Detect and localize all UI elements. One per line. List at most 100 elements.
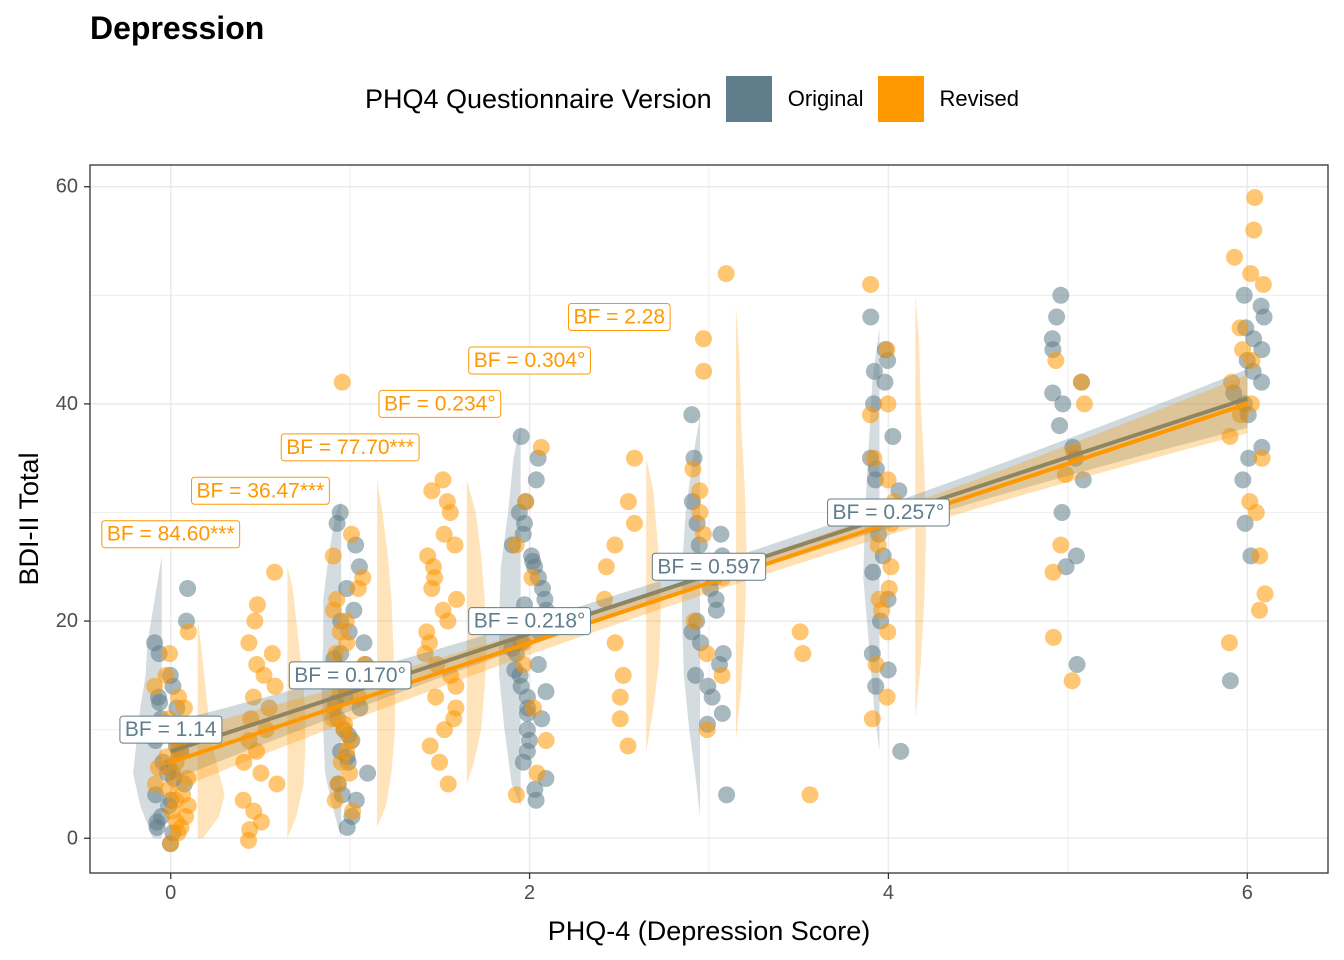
violin-original [863, 327, 880, 752]
point-revised [248, 596, 266, 614]
point-revised [517, 493, 535, 511]
point-revised [865, 449, 883, 467]
point-revised [245, 802, 263, 820]
bf-label-original: BF = 0.257° [827, 498, 950, 527]
point-original [892, 742, 910, 760]
point-revised [1075, 395, 1093, 413]
x-tick-label: 0 [165, 882, 176, 904]
point-revised [695, 330, 713, 348]
point-revised [869, 536, 887, 554]
point-revised [337, 612, 355, 630]
point-revised [240, 634, 258, 652]
point-revised [717, 265, 735, 283]
point-revised [179, 623, 197, 641]
point-revised [606, 634, 624, 652]
point-original [537, 683, 555, 701]
point-revised [691, 503, 709, 521]
point-revised [1044, 563, 1062, 581]
point-original [146, 634, 164, 652]
point-revised [327, 645, 345, 663]
legend: PHQ4 Questionnaire Version Original Revi… [365, 75, 1033, 123]
point-revised [157, 666, 175, 684]
point-original [712, 525, 730, 543]
point-original [1052, 286, 1070, 304]
point-revised [1231, 319, 1249, 337]
point-revised [879, 471, 897, 489]
point-revised [698, 721, 716, 739]
point-original [1053, 503, 1071, 521]
bf-label-revised: BF = 2.28 [567, 303, 671, 332]
bf-label-box [468, 607, 591, 636]
bf-label-text: BF = 0.257° [833, 501, 945, 524]
point-revised [235, 753, 253, 771]
point-revised [434, 471, 452, 489]
point-revised [252, 764, 270, 782]
y-tick-label: 60 [56, 176, 78, 198]
point-revised [146, 677, 164, 695]
point-revised [537, 732, 555, 750]
point-revised [862, 275, 880, 293]
point-revised [421, 737, 439, 755]
point-original [1067, 547, 1085, 565]
bf-labels: BF = 1.14 BF = 0.170° BF = 0.218° BF = 0.59… [101, 303, 950, 744]
legend-key-original [725, 76, 772, 122]
point-revised [870, 590, 888, 608]
point-revised [1047, 351, 1065, 369]
bf-label-box [288, 661, 412, 690]
point-revised [1246, 189, 1264, 207]
point-original [151, 694, 169, 712]
bf-label-original: BF = 1.14 [119, 715, 223, 744]
point-revised [528, 764, 546, 782]
bf-label-box [468, 346, 591, 375]
point-revised [1044, 628, 1062, 646]
point-original [518, 721, 536, 739]
point-revised [1056, 465, 1074, 483]
point-original [714, 645, 732, 663]
point-revised [619, 737, 637, 755]
x-tick-label: 2 [524, 882, 535, 904]
point-original [1252, 297, 1270, 315]
point-revised [1052, 536, 1070, 554]
point-original [526, 780, 544, 798]
point-revised [801, 786, 819, 804]
point-original [148, 818, 166, 836]
point-revised [174, 786, 192, 804]
bf-label-revised: BF = 0.234° [378, 389, 502, 418]
point-revised [448, 590, 466, 608]
point-original [884, 427, 902, 445]
bf-label-box [567, 303, 671, 332]
point-revised [1256, 585, 1274, 603]
point-revised [333, 373, 351, 391]
violin-revised [735, 306, 747, 741]
point-revised [867, 656, 885, 674]
point-revised [418, 623, 436, 641]
point-original [865, 362, 883, 380]
point-revised [170, 688, 188, 706]
point-revised [446, 536, 464, 554]
point-revised [266, 563, 284, 581]
point-original [1236, 514, 1254, 532]
bf-label-text: BF = 0.218° [474, 610, 586, 633]
bf-label-box [191, 476, 330, 505]
point-revised [619, 493, 637, 511]
point-revised [342, 525, 360, 543]
legend-title: PHQ4 Questionnaire Version [365, 83, 712, 114]
point-revised [234, 791, 252, 809]
point-revised [427, 688, 445, 706]
bf-label-box [827, 498, 950, 527]
point-revised [246, 612, 264, 630]
point-revised [863, 710, 881, 728]
point-revised [161, 645, 179, 663]
point-revised [260, 699, 278, 717]
point-revised [167, 813, 185, 831]
point-revised [423, 482, 441, 500]
grid [90, 165, 1328, 873]
point-revised [435, 525, 453, 543]
bf-label-box [651, 552, 767, 581]
point-revised [344, 802, 362, 820]
bf-label-text: BF = 36.47*** [197, 479, 325, 502]
point-revised [326, 791, 344, 809]
bf-label-text: BF = 0.234° [384, 392, 496, 415]
point-revised [1072, 373, 1090, 391]
point-original [524, 552, 542, 570]
